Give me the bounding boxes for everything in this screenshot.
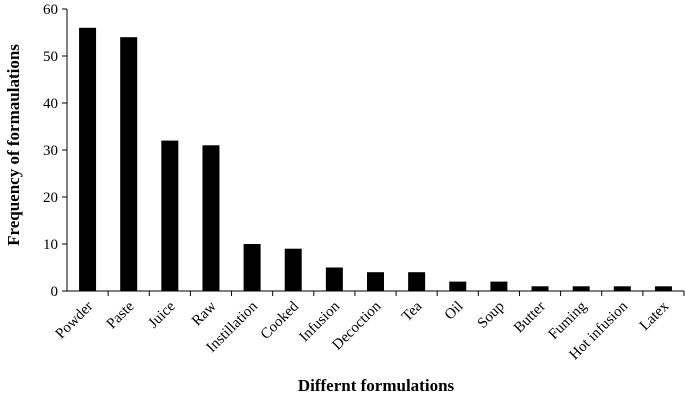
bar bbox=[161, 140, 179, 291]
bar bbox=[613, 286, 631, 291]
bar bbox=[284, 248, 302, 291]
y-tick-label: 60 bbox=[43, 2, 58, 18]
x-tick-label: Powder bbox=[53, 299, 97, 343]
bar bbox=[449, 281, 467, 291]
y-tick-label: 50 bbox=[43, 49, 58, 65]
y-axis: 0 10 20 30 40 50 60 bbox=[43, 2, 67, 300]
bar bbox=[367, 272, 384, 291]
bar bbox=[531, 286, 549, 291]
bar-series bbox=[79, 27, 672, 292]
bar bbox=[325, 267, 343, 291]
bar bbox=[243, 244, 261, 291]
x-axis-title: Differnt formulations bbox=[298, 376, 455, 395]
x-tick-label: Cooked bbox=[258, 298, 303, 343]
bar bbox=[408, 272, 426, 291]
bar bbox=[79, 27, 97, 292]
y-axis-title: Frequency of formaulations bbox=[4, 44, 23, 246]
x-tick-label: Butter bbox=[511, 299, 549, 337]
bar bbox=[572, 286, 590, 291]
x-tick-label: Paste bbox=[104, 298, 138, 332]
x-tick-label: Soup bbox=[475, 299, 508, 332]
x-tick-label: Raw bbox=[189, 298, 220, 329]
bar bbox=[654, 286, 672, 291]
y-tick-label: 30 bbox=[43, 143, 58, 159]
y-tick-label: 10 bbox=[43, 237, 58, 253]
bar bbox=[120, 37, 138, 292]
bar bbox=[202, 145, 220, 291]
y-tick-label: 20 bbox=[43, 190, 58, 206]
y-tick-label: 0 bbox=[51, 284, 59, 300]
bar bbox=[490, 281, 508, 291]
y-tick-label: 40 bbox=[43, 96, 58, 112]
x-tick-label: Juice bbox=[146, 298, 179, 331]
x-axis: Powder Paste Juice RawInstillationCookedInf… bbox=[53, 291, 685, 363]
x-tick-label: Oil bbox=[442, 299, 467, 324]
x-tick-label: Latex bbox=[637, 298, 673, 334]
x-tick-label: Tea bbox=[399, 298, 426, 325]
